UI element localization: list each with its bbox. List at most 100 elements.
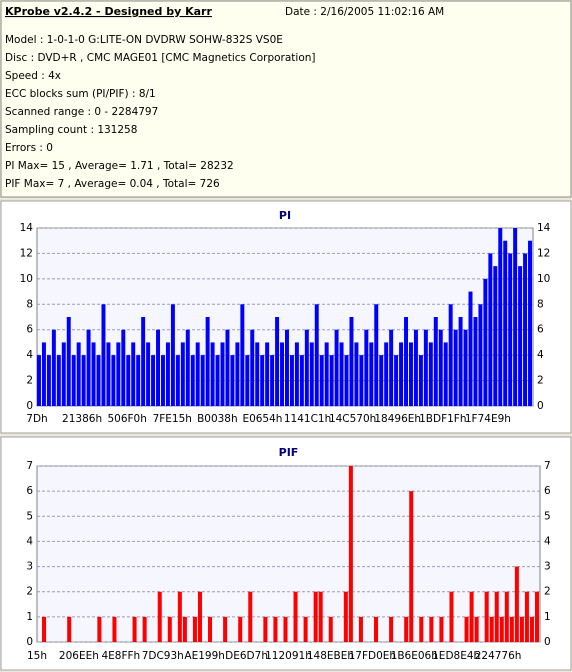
bar xyxy=(469,591,474,642)
bar xyxy=(235,342,240,406)
x-tick-label: 4E8FFh xyxy=(101,650,140,662)
info-panel xyxy=(0,0,572,198)
bar xyxy=(182,616,187,642)
x-tick-label: 21386h xyxy=(62,413,102,425)
info-line: Disc : DVD+R , CMC MAGE01 [CMC Magnetics… xyxy=(5,52,316,64)
y-tick-label-right: 4 xyxy=(544,535,551,547)
y-tick-label: 12 xyxy=(20,247,33,259)
app-title: KProbe v2.4.2 - Designed by Karr xyxy=(5,5,212,18)
y-tick-label: 1 xyxy=(26,611,33,623)
bar xyxy=(348,466,353,642)
bar xyxy=(175,355,180,406)
x-tick-label: 7FE15h xyxy=(153,413,192,425)
y-tick-label-right: 10 xyxy=(537,273,550,285)
bar xyxy=(61,342,66,406)
bar xyxy=(146,342,151,406)
y-tick-label-right: 6 xyxy=(537,324,544,336)
y-tick-label: 8 xyxy=(26,298,33,310)
info-line: Model : 1-0-1-0 G:LITE-ON DVDRW SOHW-832… xyxy=(5,34,283,46)
bar xyxy=(474,616,479,642)
bar xyxy=(131,342,136,406)
x-tick-label: 112091h xyxy=(265,650,312,662)
x-tick-label: B0038h xyxy=(197,413,238,425)
y-tick-label-right: 3 xyxy=(544,561,551,573)
bar xyxy=(478,304,483,406)
bar xyxy=(263,616,268,642)
bar xyxy=(111,355,116,406)
bar xyxy=(260,355,265,406)
y-tick-label: 14 xyxy=(20,222,34,234)
info-line: Sampling count : 131258 xyxy=(5,124,137,136)
y-tick-label: 10 xyxy=(20,273,33,285)
bar xyxy=(313,591,318,642)
bar xyxy=(463,329,468,406)
bar xyxy=(142,616,147,642)
bar xyxy=(197,591,202,642)
x-tick-label: DE6D7h xyxy=(225,650,268,662)
bar xyxy=(523,253,528,406)
bar xyxy=(483,278,488,406)
bar xyxy=(428,342,433,406)
x-tick-label: 14C570h xyxy=(329,413,376,425)
bar xyxy=(86,329,91,406)
bar xyxy=(359,355,364,406)
bar xyxy=(225,329,230,406)
bar xyxy=(210,342,215,406)
bar xyxy=(528,240,533,406)
y-tick-label-right: 0 xyxy=(537,400,544,412)
x-tick-label: 1BDF1Fh xyxy=(419,413,466,425)
bar xyxy=(314,304,319,406)
bar xyxy=(503,240,508,406)
bar xyxy=(132,616,137,642)
x-tick-label: 148EBEh xyxy=(307,650,354,662)
bar xyxy=(358,616,363,642)
bar xyxy=(71,355,76,406)
bar xyxy=(41,342,46,406)
scan-date: Date : 2/16/2005 11:02:16 AM xyxy=(285,6,444,18)
bar xyxy=(195,342,200,406)
info-line: PIF Max= 7 , Average= 0.04 , Total= 726 xyxy=(5,178,220,190)
bar xyxy=(116,342,121,406)
y-tick-label: 2 xyxy=(26,586,33,598)
bar xyxy=(429,616,434,642)
bar xyxy=(439,616,444,642)
y-tick-label-right: 7 xyxy=(544,460,551,472)
bar xyxy=(404,616,409,642)
x-tick-label: E0654h xyxy=(242,413,282,425)
bar xyxy=(309,342,314,406)
bar xyxy=(37,355,41,406)
y-tick-label-right: 0 xyxy=(544,636,551,648)
bar xyxy=(499,616,504,642)
y-tick-label: 6 xyxy=(26,324,33,336)
bar xyxy=(275,317,280,406)
bar xyxy=(493,266,498,406)
bar xyxy=(42,616,47,642)
bar xyxy=(399,342,404,406)
bar xyxy=(156,329,161,406)
bar xyxy=(51,329,56,406)
chart-title: PI xyxy=(279,209,291,222)
y-tick-label: 2 xyxy=(26,375,33,387)
x-tick-label: 1ED8E4h xyxy=(432,650,480,662)
bar xyxy=(519,616,524,642)
bar xyxy=(112,616,117,642)
y-tick-label-right: 2 xyxy=(537,375,544,387)
bar xyxy=(192,616,197,642)
bar xyxy=(167,616,172,642)
bar xyxy=(369,342,374,406)
bar xyxy=(374,304,379,406)
bar xyxy=(283,616,288,642)
bar xyxy=(294,342,299,406)
bar xyxy=(66,317,71,406)
bar xyxy=(285,329,289,406)
bar xyxy=(423,329,428,406)
bar xyxy=(208,616,213,642)
bar xyxy=(230,355,235,406)
y-tick-label-right: 4 xyxy=(537,349,544,361)
bar xyxy=(136,355,141,406)
y-tick-label: 4 xyxy=(26,349,33,361)
bar xyxy=(318,591,323,642)
bar xyxy=(46,355,51,406)
y-tick-label-right: 12 xyxy=(537,247,550,259)
bar xyxy=(449,591,454,642)
